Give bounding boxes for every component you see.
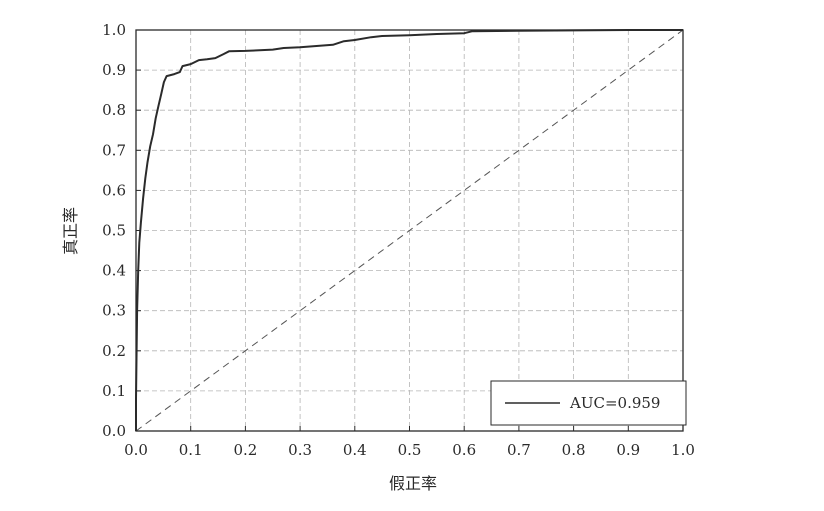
x-axis-label: 假正率 [389,474,437,493]
x-axis-ticks: 0.0 0.1 0.2 0.3 0.4 0.5 0.6 0.7 0.8 0.9 1.0 [124,426,695,459]
y-tick-label: 0.7 [102,141,126,159]
legend: AUC=0.959 [490,380,687,426]
diagonal-reference-line [135,29,684,432]
legend-label: AUC=0.959 [569,394,660,412]
x-tick-label: 0.0 [124,441,148,459]
y-tick-label: 0.4 [102,262,126,280]
y-tick-label: 0.3 [102,302,126,320]
y-tick-label: 0.9 [102,61,126,79]
x-tick-label: 1.0 [671,441,695,459]
y-axis-ticks: 0.0 0.1 0.2 0.3 0.4 0.5 0.6 0.7 0.8 0.9 1.0 [102,21,141,440]
y-tick-label: 0.6 [102,181,126,199]
x-tick-label: 0.8 [562,441,586,459]
y-tick-label: 0.5 [102,222,126,240]
random-classifier-diagonal [135,29,684,432]
x-tick-label: 0.4 [343,441,367,459]
x-tick-label: 0.5 [398,441,422,459]
x-tick-label: 0.1 [179,441,203,459]
y-tick-label: 1.0 [102,21,126,39]
y-tick-label: 0.1 [102,382,126,400]
y-axis-label: 真正率 [61,207,80,255]
x-tick-label: 0.3 [288,441,312,459]
x-tick-label: 0.6 [452,441,476,459]
x-tick-label: 0.7 [507,441,531,459]
x-tick-label: 0.2 [233,441,257,459]
y-tick-label: 0.2 [102,342,126,360]
roc-curve [135,29,683,431]
y-tick-label: 0.8 [102,101,126,119]
x-tick-label: 0.9 [616,441,640,459]
y-tick-label: 0.0 [102,422,126,440]
roc-curve-layer [135,29,683,431]
